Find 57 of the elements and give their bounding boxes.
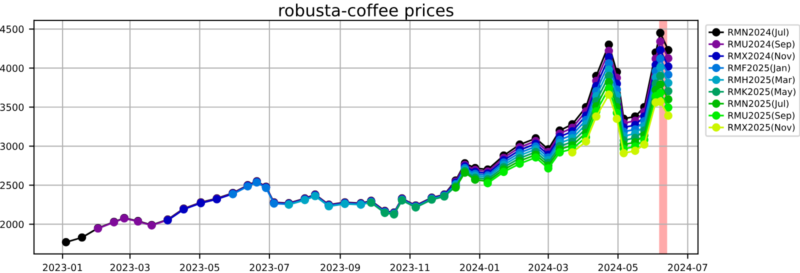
chart-title: robusta-coffee prices [279, 4, 454, 20]
point [656, 54, 664, 63]
legend-label: RMN2024(Jul) [728, 28, 788, 38]
point [656, 80, 664, 89]
legend-label: RMN2025(Jul) [728, 100, 788, 109]
point [582, 137, 590, 146]
point [664, 54, 672, 63]
legend-label: RMH2025(Mar) [728, 76, 795, 84]
point [62, 238, 70, 246]
y-tick-label: 2500 [0, 182, 24, 190]
point [656, 46, 664, 54]
point [664, 86, 672, 96]
point [516, 160, 524, 168]
point [664, 62, 672, 71]
x-tick-label: 2023-03 [110, 264, 150, 272]
x-tick-label: 2023-11 [390, 264, 430, 272]
legend-label: RMF2025(Jan) [728, 64, 790, 73]
point [656, 63, 664, 72]
legend-label: RMU2025(Sep) [728, 112, 794, 121]
point [656, 72, 664, 80]
point [664, 78, 672, 88]
point [656, 28, 664, 38]
legend-label: RMX2025(Nov) [728, 124, 795, 132]
y-tick-label: 3500 [0, 104, 24, 111]
point [640, 140, 648, 149]
point [592, 112, 600, 121]
point [604, 90, 614, 99]
point [556, 148, 564, 157]
point [620, 149, 628, 158]
legend-label: RMK2025(May) [728, 88, 796, 97]
x-tick-label: 2023-01 [42, 264, 82, 272]
point [664, 70, 672, 79]
legend-label: RMX2024(Nov) [728, 52, 795, 60]
point [544, 164, 552, 173]
point [78, 233, 86, 242]
x-tick-label: 2024-07 [668, 264, 708, 272]
point [568, 148, 576, 157]
x-tick-label: 2023-07 [250, 264, 289, 272]
point [630, 146, 640, 156]
y-tick-label: 2000 [0, 220, 24, 228]
x-tick-label: 2024-03 [528, 264, 568, 272]
point [612, 114, 622, 124]
y-tick-label: 4500 [0, 26, 24, 33]
point [664, 112, 672, 120]
x-tick-label: 2023-09 [320, 264, 360, 272]
point [664, 103, 672, 112]
x-tick-label: 2024-05 [598, 264, 638, 272]
x-tick-label: 2024-01 [460, 264, 500, 272]
point [532, 153, 540, 162]
x-tick-label: 2023-05 [180, 264, 220, 272]
y-tick-label: 3000 [0, 142, 24, 150]
point [656, 88, 664, 98]
point [500, 168, 508, 176]
y-tick-label: 4000 [0, 64, 24, 72]
legend-label: RMU2024(Sep) [728, 40, 794, 50]
point [656, 37, 664, 46]
point [664, 95, 672, 104]
